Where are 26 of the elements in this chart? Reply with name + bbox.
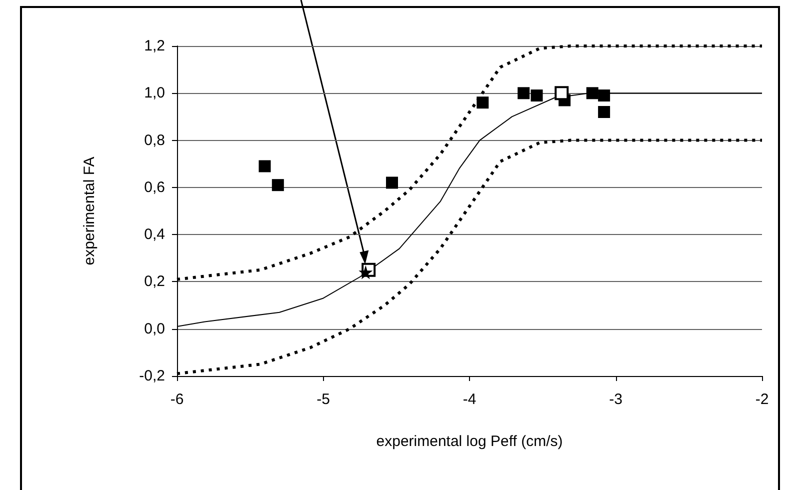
point bbox=[258, 160, 271, 172]
y-tick-label: 1,0 bbox=[144, 84, 165, 102]
point bbox=[586, 87, 598, 100]
y-tick-label: 0,2 bbox=[144, 273, 165, 290]
point bbox=[386, 176, 398, 189]
y-tick-label: -0,2 bbox=[139, 368, 165, 384]
y-axis-title: experimental FA bbox=[81, 156, 98, 266]
y-tick-label: 1,2 bbox=[144, 38, 165, 54]
y-tick-label: 0,4 bbox=[144, 226, 165, 244]
point bbox=[554, 86, 569, 100]
point bbox=[476, 96, 489, 109]
point bbox=[598, 106, 610, 118]
point bbox=[518, 87, 530, 100]
point bbox=[530, 90, 543, 102]
x-tick-label: -2 bbox=[755, 391, 769, 408]
y-tick-label: 0,6 bbox=[144, 178, 165, 196]
x-tick-label: -6 bbox=[170, 391, 184, 408]
y-tick-label: 0,8 bbox=[144, 132, 165, 149]
x-tick-label: -5 bbox=[316, 391, 330, 408]
x-axis-title: experimental log Peff (cm/s) bbox=[376, 433, 563, 450]
y-tick-label: 0,0 bbox=[144, 320, 165, 338]
point bbox=[272, 179, 284, 192]
point bbox=[358, 265, 373, 280]
x-tick-label: -3 bbox=[609, 391, 622, 408]
point bbox=[598, 90, 610, 102]
x-tick-label: -4 bbox=[462, 391, 476, 408]
